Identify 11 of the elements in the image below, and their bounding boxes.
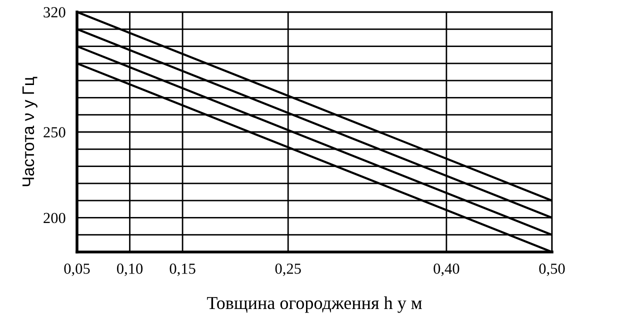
x-tick-label: 0,10 [116, 264, 143, 276]
y-tick-label: 250 [44, 127, 66, 138]
y-axis-title: Частота ν у Гц [22, 76, 38, 186]
x-tick-label: 0,15 [170, 264, 196, 276]
x-tick-label: 0,05 [64, 264, 90, 276]
x-tick-label: 0,40 [434, 264, 460, 276]
y-tick-label: 320 [44, 7, 66, 18]
x-tick-label: 0,50 [539, 264, 565, 276]
x-tick-label: 0,25 [275, 264, 301, 276]
x-axis-title: Товщина огородження h у м [207, 296, 422, 313]
y-tick-label: 200 [44, 212, 66, 224]
